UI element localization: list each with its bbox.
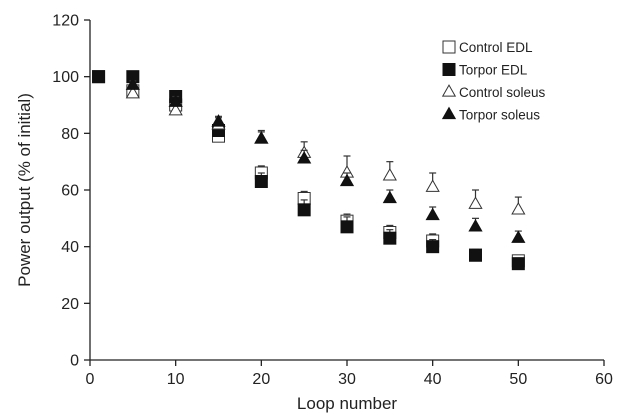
x-tick-label: 30 (338, 371, 356, 388)
y-tick-label: 40 (61, 239, 79, 256)
x-tick-label: 40 (424, 371, 442, 388)
y-tick-label: 0 (70, 353, 79, 370)
data-point (297, 151, 312, 164)
legend-label: Control EDL (459, 40, 533, 55)
legend-item: Torpor soleus (441, 106, 540, 123)
data-point (468, 219, 483, 232)
legend-marker (442, 40, 456, 54)
data-point (468, 196, 483, 209)
legend-item: Control soleus (441, 84, 546, 100)
legend: Control EDL Torpor EDL Control soleus Torpo… (441, 40, 546, 123)
series-control-soleus (125, 85, 526, 215)
data-point (297, 203, 311, 217)
data-point (383, 231, 397, 245)
plot-area (92, 70, 526, 271)
y-tick-label: 80 (61, 126, 79, 143)
data-point (511, 257, 525, 271)
legend-item: Torpor EDL (442, 63, 528, 78)
data-point (254, 131, 269, 144)
series-torpor-edl (92, 70, 525, 271)
data-point (511, 202, 526, 215)
legend-item: Control EDL (442, 40, 533, 55)
y-tick-label: 100 (52, 69, 79, 86)
y-axis-label: Power output (% of initial) (15, 93, 34, 287)
data-point (211, 114, 226, 127)
legend-marker (442, 63, 456, 76)
data-point (92, 70, 106, 84)
data-point (340, 220, 354, 234)
x-tick-label: 0 (86, 371, 95, 388)
y-tick-label: 20 (61, 296, 79, 313)
x-tick-label: 60 (595, 371, 613, 388)
legend-marker (441, 84, 457, 97)
series-torpor-soleus (125, 77, 526, 243)
data-point (425, 207, 440, 221)
legend-label: Torpor EDL (459, 63, 528, 78)
data-point (339, 173, 355, 187)
data-point (425, 179, 440, 192)
data-point (426, 240, 440, 254)
series-control-edl (92, 70, 525, 268)
x-axis-label: Loop number (297, 394, 398, 413)
data-point (125, 85, 140, 99)
x-tick-label: 10 (167, 371, 185, 388)
data-point (254, 175, 268, 188)
legend-label: Control soleus (459, 85, 546, 100)
y-tick-label: 60 (61, 183, 79, 200)
data-point (469, 248, 482, 262)
data-point (168, 102, 183, 116)
x-tick-label: 20 (252, 371, 270, 388)
data-point (382, 190, 397, 204)
data-point (382, 168, 397, 181)
data-point (125, 77, 140, 90)
x-axis-ticks: 0 10 20 30 40 50 60 (86, 360, 613, 388)
y-tick-label: 120 (52, 13, 79, 30)
data-point (168, 94, 183, 107)
legend-marker (441, 106, 457, 120)
data-point (511, 230, 526, 243)
x-tick-label: 50 (509, 371, 527, 388)
legend-label: Torpor soleus (459, 108, 540, 123)
y-axis-ticks: 0 20 40 60 80 100 120 (52, 13, 90, 370)
